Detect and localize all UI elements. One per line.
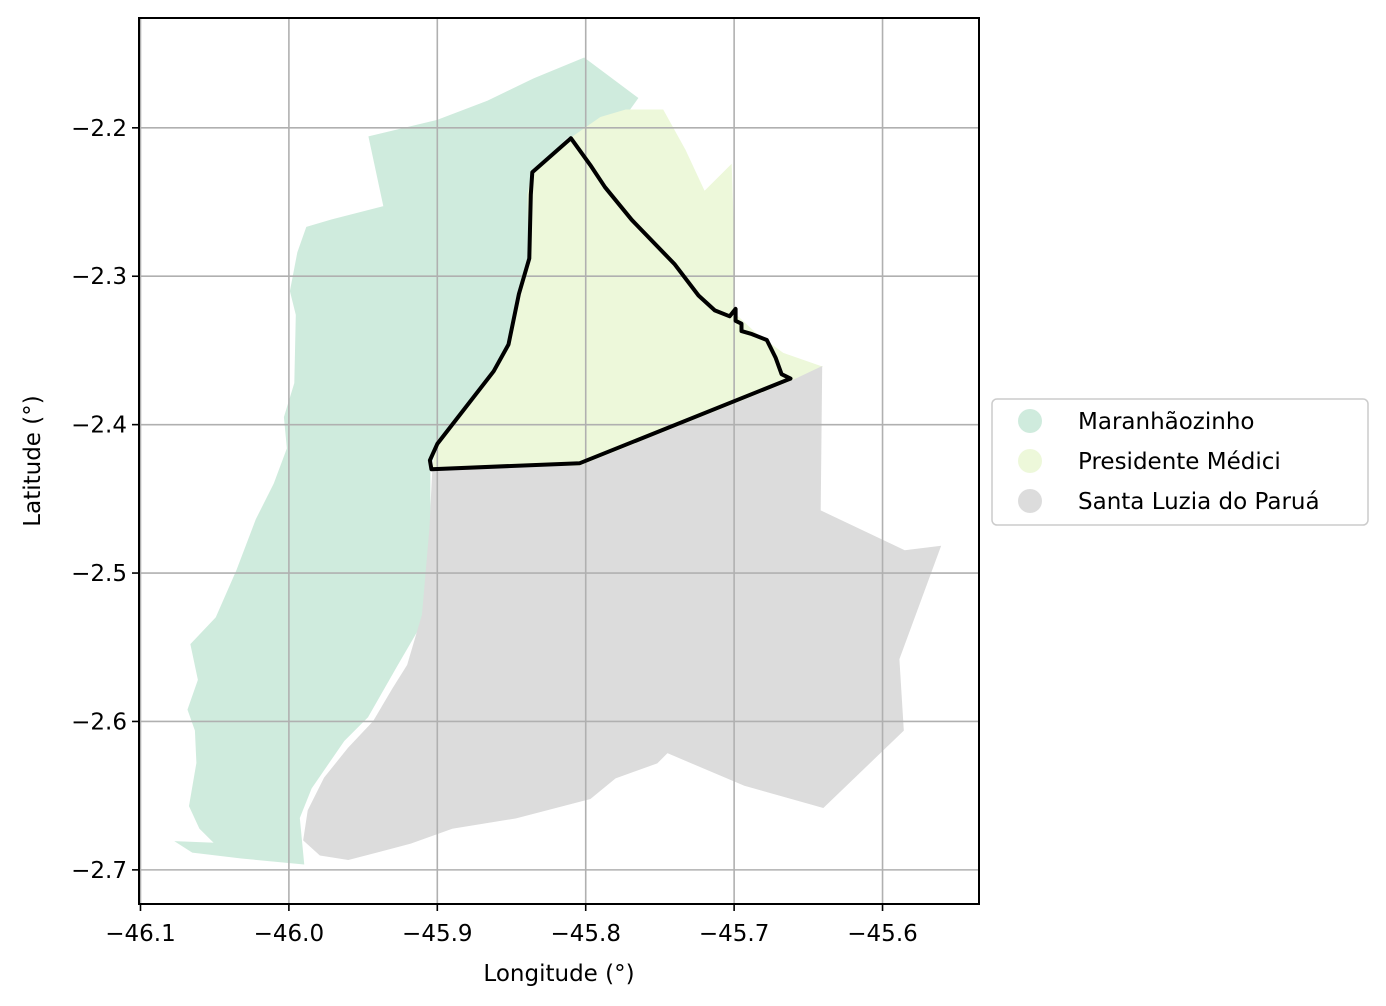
highlight-outline-presidente-medici — [427, 136, 793, 472]
x-axis-label: Longitude (°) — [483, 961, 634, 987]
legend-items: Maranhãozinho Presidente Médici Santa Luzi… — [1018, 409, 1320, 515]
legend-swatch-santa-luzia-do-parua — [1018, 489, 1042, 513]
y-axis-ticks: −2.2 −2.3 −2.4 −2.5 −2.6 −2.7 — [71, 116, 139, 884]
x-tick-label: −45.8 — [550, 921, 620, 947]
y-tick-label: −2.5 — [71, 561, 127, 587]
legend-swatch-presidente-medici — [1018, 449, 1042, 473]
y-tick-label: −2.2 — [71, 116, 127, 142]
highlight-layer — [427, 136, 793, 472]
legend-label-santa-luzia-do-parua: Santa Luzia do Paruá — [1078, 489, 1320, 515]
y-tick-label: −2.4 — [71, 413, 127, 439]
legend-swatch-maranhaozinho — [1018, 409, 1042, 433]
legend-box — [991, 398, 1369, 526]
y-tick-label: −2.6 — [71, 709, 127, 735]
y-tick-label: −2.7 — [71, 858, 127, 884]
legend: Maranhãozinho Presidente Médici Santa Luzi… — [991, 398, 1369, 526]
y-axis-label: Latitude (°) — [20, 395, 46, 526]
legend-label-presidente-medici: Presidente Médici — [1078, 449, 1281, 475]
region-santa-luzia-do-parua — [303, 366, 942, 861]
legend-label-maranhaozinho: Maranhãozinho — [1078, 409, 1255, 435]
x-axis-ticks: −46.1 −46.0 −45.9 −45.8 −45.7 −45.6 — [105, 904, 918, 947]
x-tick-label: −45.7 — [699, 921, 769, 947]
plot-frame — [138, 17, 980, 905]
y-tick-label: −2.3 — [71, 264, 127, 290]
x-tick-label: −45.6 — [847, 921, 917, 947]
x-tick-label: −46.1 — [105, 921, 175, 947]
x-tick-label: −46.0 — [254, 921, 324, 947]
x-tick-label: −45.9 — [402, 921, 472, 947]
